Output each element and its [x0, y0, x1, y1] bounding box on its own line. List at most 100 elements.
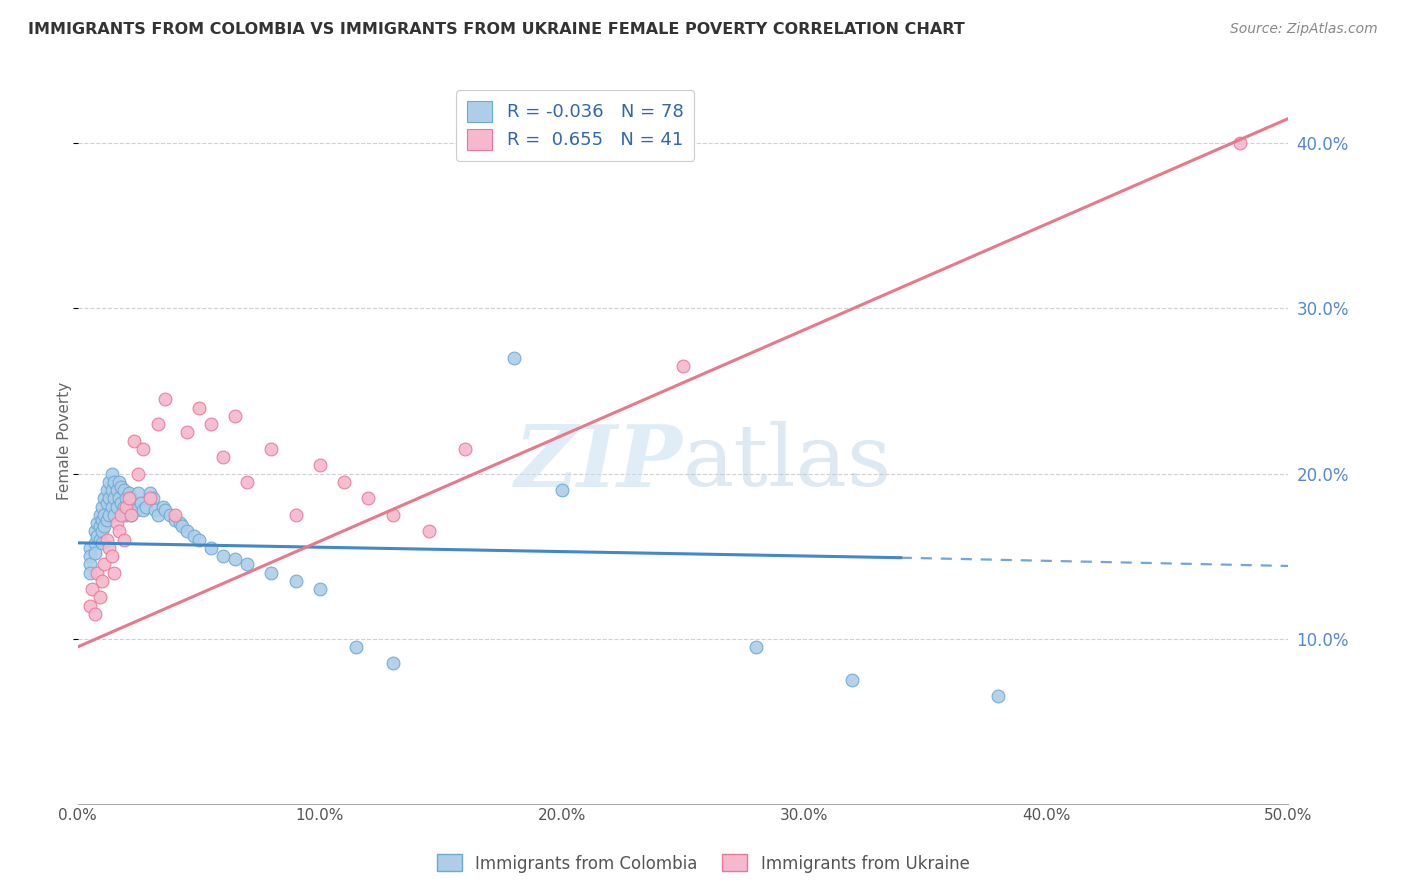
Point [284, 574, 307, 588]
Point [744, 640, 766, 654]
Point [89, 519, 111, 533]
Point [212, 450, 235, 464]
Point [100, 467, 122, 481]
Point [96, 533, 118, 547]
Text: atlas: atlas [683, 421, 891, 504]
Point [129, 496, 152, 510]
Point [98, 491, 121, 506]
Point [108, 524, 131, 539]
Text: Source: ZipAtlas.com: Source: ZipAtlas.com [1230, 22, 1378, 37]
Point [146, 417, 169, 431]
Point [454, 442, 477, 456]
Point [118, 491, 141, 506]
Point [260, 566, 283, 580]
Point [100, 549, 122, 563]
Point [91, 574, 114, 588]
Point [125, 503, 148, 517]
Point [98, 541, 121, 555]
Point [284, 508, 307, 522]
Point [146, 508, 169, 522]
Point [86, 529, 108, 543]
Point [357, 491, 380, 506]
Point [115, 500, 138, 514]
Point [98, 508, 121, 522]
Point [93, 558, 115, 572]
Point [93, 508, 115, 522]
Point [108, 475, 131, 489]
Point [1229, 136, 1251, 151]
Point [98, 475, 121, 489]
Point [333, 475, 356, 489]
Point [83, 536, 105, 550]
Point [83, 607, 105, 621]
Point [212, 549, 235, 563]
Point [127, 486, 149, 500]
Point [110, 508, 132, 522]
Point [103, 491, 125, 506]
Point [115, 491, 138, 506]
Point [112, 500, 135, 514]
Text: ZIP: ZIP [515, 420, 683, 504]
Point [987, 690, 1010, 704]
Point [344, 640, 367, 654]
Point [83, 524, 105, 539]
Point [89, 591, 111, 605]
Point [82, 582, 104, 596]
Point [187, 533, 209, 547]
Point [91, 513, 114, 527]
Point [170, 519, 193, 533]
Point [309, 458, 332, 473]
Point [93, 491, 115, 506]
Point [200, 541, 222, 555]
Point [143, 503, 166, 517]
Point [86, 516, 108, 530]
Point [96, 496, 118, 510]
Point [86, 566, 108, 580]
Point [91, 536, 114, 550]
Point [176, 425, 198, 440]
Point [176, 524, 198, 539]
Point [112, 533, 135, 547]
Point [115, 508, 138, 522]
Point [79, 599, 101, 613]
Point [381, 657, 404, 671]
Point [105, 516, 128, 530]
Point [110, 480, 132, 494]
Point [187, 401, 209, 415]
Point [79, 541, 101, 555]
Point [112, 483, 135, 497]
Point [118, 486, 141, 500]
Point [153, 392, 176, 407]
Point [96, 513, 118, 527]
Point [135, 500, 157, 514]
Point [103, 508, 125, 522]
Point [159, 508, 181, 522]
Point [91, 500, 114, 514]
Point [79, 558, 101, 572]
Point [418, 524, 440, 539]
Point [260, 442, 283, 456]
Point [110, 496, 132, 510]
Point [79, 549, 101, 563]
Point [381, 508, 404, 522]
Text: IMMIGRANTS FROM COLOMBIA VS IMMIGRANTS FROM UKRAINE FEMALE POVERTY CORRELATION C: IMMIGRANTS FROM COLOMBIA VS IMMIGRANTS F… [28, 22, 965, 37]
Point [169, 516, 191, 530]
Point [139, 491, 162, 506]
Point [100, 483, 122, 497]
Point [502, 351, 524, 365]
Point [83, 546, 105, 560]
Point [152, 500, 174, 514]
Point [100, 500, 122, 514]
Point [224, 552, 246, 566]
Point [93, 519, 115, 533]
Point [236, 558, 259, 572]
Point [105, 483, 128, 497]
Point [153, 503, 176, 517]
Point [108, 491, 131, 506]
Legend: Immigrants from Colombia, Immigrants from Ukraine: Immigrants from Colombia, Immigrants fro… [430, 847, 976, 880]
Legend: R = -0.036   N = 78, R =  0.655   N = 41: R = -0.036 N = 78, R = 0.655 N = 41 [456, 90, 695, 161]
Point [551, 483, 574, 497]
Point [163, 508, 186, 522]
Point [672, 359, 695, 374]
Point [105, 500, 128, 514]
